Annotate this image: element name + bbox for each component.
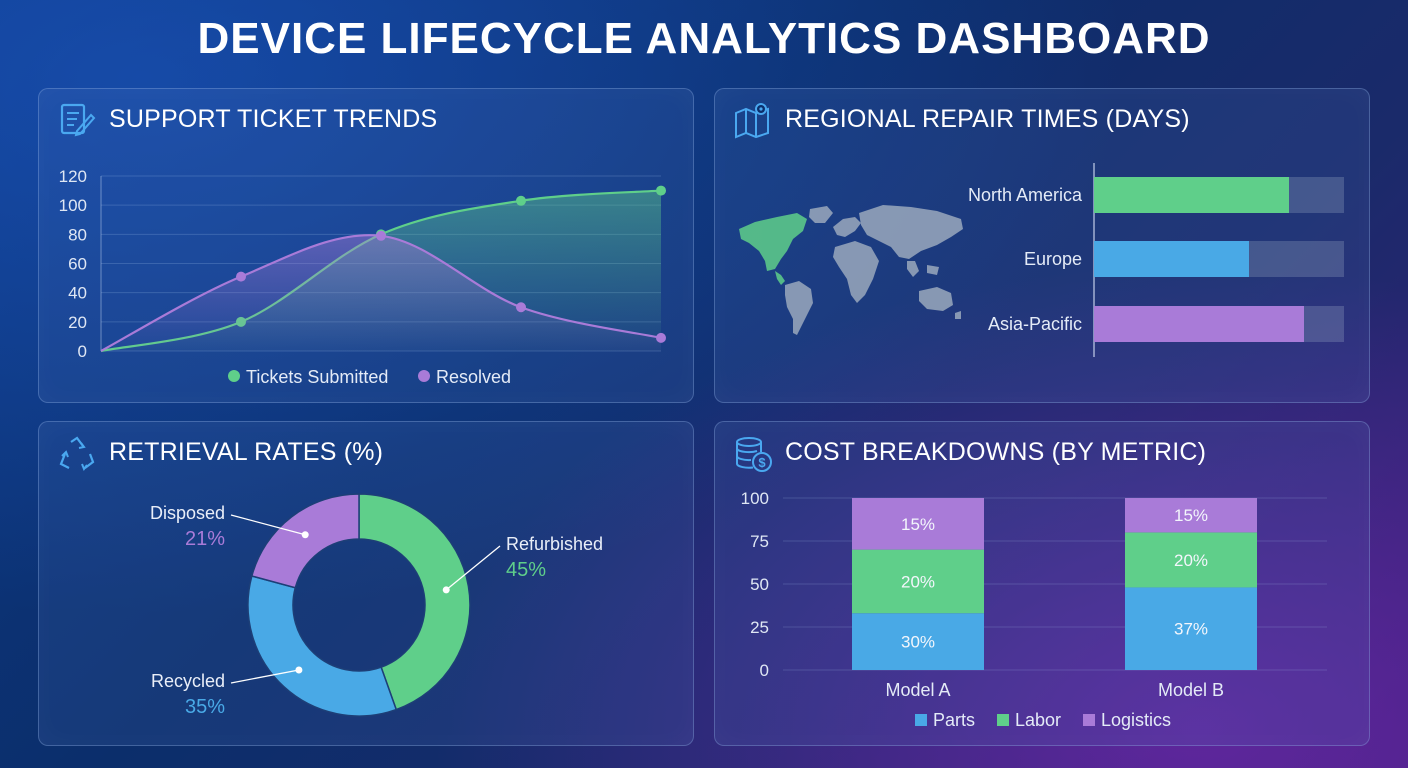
panel-title: RETRIEVAL RATES (%) xyxy=(109,438,384,466)
slice-label: Refurbished xyxy=(506,534,603,554)
leader-line xyxy=(230,669,300,684)
legend-marker xyxy=(915,714,927,726)
slice-label: Disposed xyxy=(150,503,225,523)
y-tick-label: 0 xyxy=(78,342,87,361)
stacked-bar-segment xyxy=(852,498,984,550)
panel-title: REGIONAL REPAIR TIMES (DAYS) xyxy=(785,105,1190,133)
recycle-icon xyxy=(59,436,95,472)
y-tick-label: 50 xyxy=(750,575,769,594)
data-point xyxy=(376,230,386,241)
x-tick-label: Model B xyxy=(1158,680,1224,700)
retrieval-rates-panel: RETRIEVAL RATES (%) Refurbished 45% Recycl… xyxy=(38,421,694,746)
y-tick-label: 75 xyxy=(750,532,769,551)
y-tick-label: 25 xyxy=(750,618,769,637)
legend-label: Resolved xyxy=(436,367,511,387)
data-point xyxy=(516,195,526,206)
world-map xyxy=(739,205,963,335)
donut-chart: Refurbished 45% Recycled 35% Disposed 21% xyxy=(150,493,603,718)
stacked-bar-segment xyxy=(1125,532,1257,588)
y-tick-label: 40 xyxy=(68,284,87,303)
slice-value: 45% xyxy=(506,559,546,581)
segment-label: 15% xyxy=(1174,506,1208,525)
legend-marker xyxy=(997,714,1009,726)
panel-title: COST BREAKDOWNS (BY METRIC) xyxy=(785,438,1207,466)
donut-slice xyxy=(247,575,398,717)
cost-breakdown-panel: $ COST BREAKDOWNS (BY METRIC) 0 25 50 75 100… xyxy=(714,421,1370,746)
line-chart: 0 20 40 60 80 100 120 Tickets Submitted Resolved xyxy=(59,167,666,387)
y-tick-label: 100 xyxy=(741,489,769,508)
edit-document-icon xyxy=(60,103,96,137)
data-point xyxy=(516,302,526,313)
legend-label: Labor xyxy=(1015,710,1061,730)
leader-line xyxy=(230,514,306,536)
x-tick-label: Model A xyxy=(885,680,950,700)
stacked-bar-segment xyxy=(852,549,984,614)
data-point xyxy=(656,332,666,343)
legend-label: Tickets Submitted xyxy=(246,367,388,387)
regional-repair-panel: REGIONAL REPAIR TIMES (DAYS) North Ameri… xyxy=(714,88,1370,403)
slice-label: Recycled xyxy=(151,671,225,691)
legend-marker xyxy=(228,370,240,382)
slice-value: 21% xyxy=(185,528,225,550)
y-tick-label: 80 xyxy=(68,225,87,244)
segment-label: 15% xyxy=(901,515,935,534)
legend-marker xyxy=(1083,714,1095,726)
bar xyxy=(1094,177,1289,213)
legend-label: Logistics xyxy=(1101,710,1171,730)
segment-label: 20% xyxy=(1174,551,1208,570)
stacked-bar-segment xyxy=(1125,587,1257,670)
stacked-bar-chart: 0 25 50 75 100 30% 20% 15% Model A 37% 20% 15% Model… xyxy=(741,489,1327,730)
database-dollar-icon: $ xyxy=(736,437,772,472)
segment-label: 20% xyxy=(901,572,935,591)
series-area xyxy=(101,235,661,351)
leader-line xyxy=(445,545,501,591)
donut-slice xyxy=(250,493,360,589)
y-tick-label: 100 xyxy=(59,196,87,215)
data-point xyxy=(656,185,666,196)
category-label: Asia-Pacific xyxy=(988,314,1082,334)
slice-value: 35% xyxy=(185,696,225,718)
y-tick-label: 0 xyxy=(760,661,769,680)
segment-label: 30% xyxy=(901,633,935,652)
map-pin-icon xyxy=(735,103,769,139)
category-label: North America xyxy=(968,185,1083,205)
dashboard-title: DEVICE LIFECYCLE ANALYTICS DASHBOARD xyxy=(197,14,1211,63)
legend-label: Parts xyxy=(933,710,975,730)
segment-label: 37% xyxy=(1174,620,1208,639)
horizontal-bar-chart: North America Europe Asia-Pacific xyxy=(968,163,1344,357)
stacked-bar-segment xyxy=(1125,498,1257,533)
panel-title: SUPPORT TICKET TRENDS xyxy=(109,105,438,133)
bar xyxy=(1094,306,1304,342)
y-tick-label: 20 xyxy=(68,313,87,332)
y-tick-label: 60 xyxy=(68,255,87,274)
y-tick-label: 120 xyxy=(59,167,87,186)
bar xyxy=(1094,241,1249,277)
category-label: Europe xyxy=(1024,249,1082,269)
data-point xyxy=(236,271,246,282)
support-ticket-panel: SUPPORT TICKET TRENDS 0 20 40 60 80 100 120 Tic… xyxy=(38,88,694,403)
svg-text:$: $ xyxy=(758,455,766,470)
legend-marker xyxy=(418,370,430,382)
donut-slice xyxy=(358,493,471,711)
stacked-bar-segment xyxy=(852,613,984,670)
